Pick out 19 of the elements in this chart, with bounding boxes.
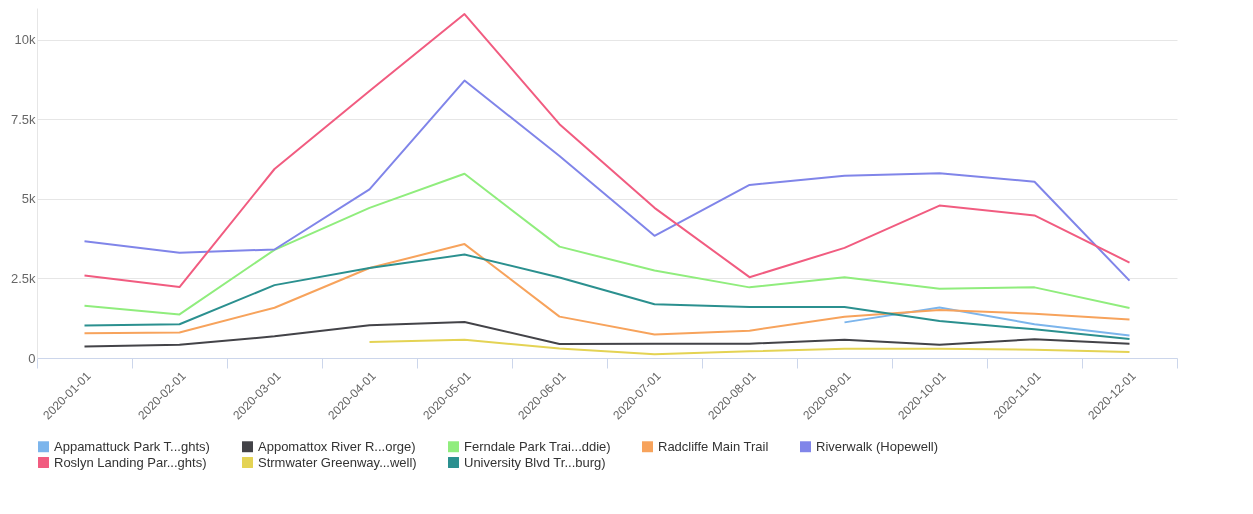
- legend-label: Appomattox River R...orge): [258, 438, 416, 454]
- line-series: [83, 79, 1131, 282]
- legend-label: Riverwalk (Hopewell): [816, 438, 939, 454]
- legend-label: Roslyn Landing Par...ghts): [54, 454, 207, 470]
- y-tick-label: 7.5k: [10, 111, 36, 127]
- legend-label: Appamattuck Park T...ghts): [54, 438, 210, 454]
- legend-label: Radcliffe Main Trail: [658, 438, 769, 454]
- y-tick-label: 0: [28, 350, 36, 366]
- y-tick-label: 2.5k: [10, 270, 36, 286]
- line-series: [83, 321, 1131, 348]
- line-series: [83, 172, 1131, 316]
- line-series: [83, 13, 1131, 289]
- legend-label: University Blvd Tr...burg): [464, 454, 606, 470]
- line-series: [368, 338, 1131, 356]
- legend-label: Ferndale Park Trai...ddie): [464, 438, 611, 454]
- line-series: [843, 306, 1131, 337]
- y-tick-label: 5k: [21, 191, 36, 207]
- legend-label: Strmwater Greenway...well): [258, 454, 417, 470]
- y-tick-label: 10k: [14, 32, 36, 48]
